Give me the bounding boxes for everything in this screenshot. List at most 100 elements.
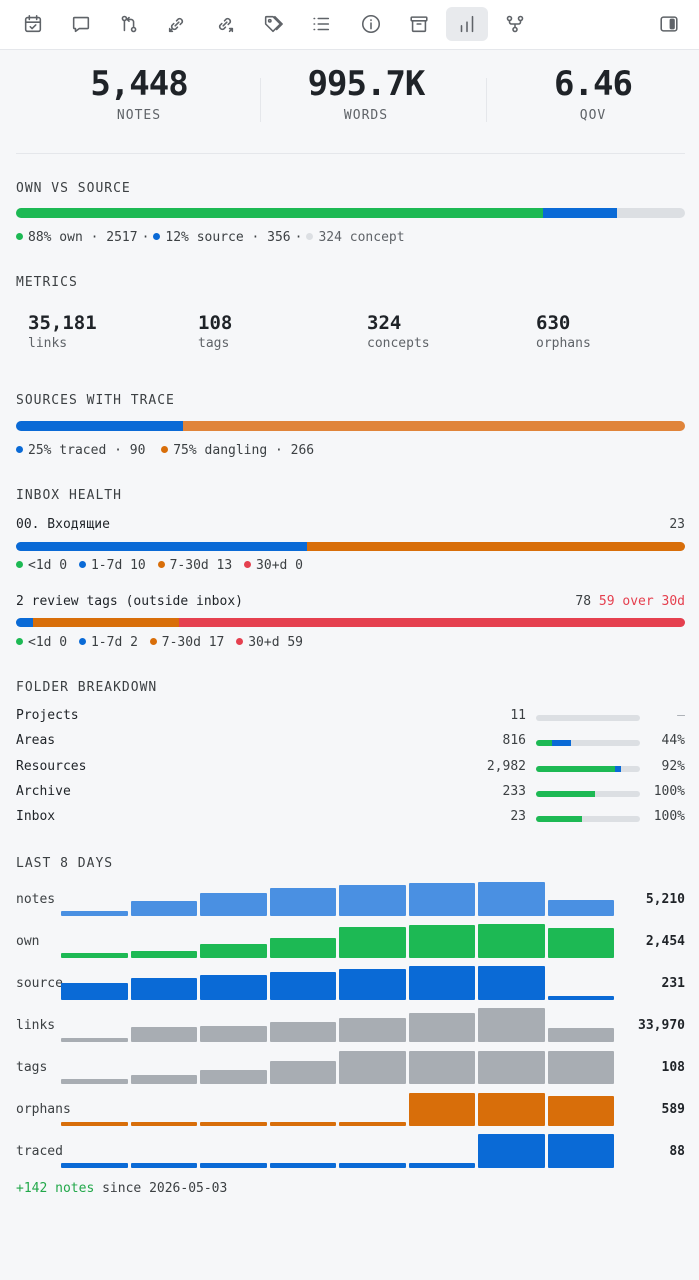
archive-button[interactable] — [398, 7, 440, 41]
activity-bar — [339, 1051, 406, 1084]
outline-button[interactable] — [300, 7, 342, 41]
activity-bar — [547, 1028, 614, 1042]
1-7d-segment — [16, 542, 307, 551]
legend-dangling: 75% dangling · 266 — [173, 443, 315, 458]
folder-row[interactable]: Inbox 23 100% — [16, 809, 685, 829]
folder-count: 23 — [510, 809, 526, 824]
graph-button[interactable] — [494, 7, 536, 41]
folder-count: 2,982 — [486, 759, 526, 774]
own-segment — [16, 208, 543, 218]
activity-bar — [547, 1051, 614, 1084]
activity-bar — [61, 911, 128, 916]
activity-bar — [478, 1051, 545, 1084]
folder-count: 11 — [510, 708, 526, 723]
age-dot-30plus — [244, 561, 252, 568]
tag-icon — [264, 15, 283, 33]
activity-bar — [269, 1163, 336, 1168]
activity-bar — [269, 971, 336, 1000]
legend-separator: · — [294, 230, 303, 245]
activity-bar — [200, 944, 267, 958]
legend-1-7d: 1-7d 2 — [90, 635, 138, 650]
folder-row[interactable]: Archive 233 100% — [16, 784, 685, 804]
concept-dot — [306, 233, 314, 240]
activity-row-total: 88 — [669, 1144, 685, 1159]
source-dot — [153, 233, 161, 240]
legend-7-30d: 7-30d 17 — [161, 635, 225, 650]
backlinks-button[interactable] — [156, 7, 198, 41]
legend-traced: 25% traced · 90 — [28, 443, 146, 458]
review-over-30d: 59 over 30d — [598, 594, 685, 609]
source-fill — [551, 740, 572, 746]
traced-segment — [16, 421, 184, 431]
activity-bar — [61, 1163, 128, 1168]
stats-button[interactable] — [446, 7, 488, 41]
folder-row[interactable]: Resources 2,982 92% — [16, 759, 685, 779]
activity-row-total: 2,454 — [645, 934, 685, 949]
stat-notes: 5,448 NOTES — [39, 64, 239, 123]
legend-1-7d: 1-7d 10 — [90, 558, 146, 573]
activity-bar — [200, 1163, 267, 1168]
activity-bar — [200, 892, 267, 916]
notes-delta: +142 notes — [16, 1181, 95, 1196]
activity-bar — [478, 924, 545, 958]
sources-trace-legend: 25% traced · 90 75% dangling · 266 — [16, 443, 314, 458]
activity-bar — [200, 974, 267, 1000]
activity-bar — [408, 883, 475, 916]
folder-name: Resources — [16, 759, 87, 774]
comment-icon — [72, 16, 90, 33]
metric-orphans: 630 orphans — [536, 312, 591, 351]
activity-bar — [339, 1121, 406, 1126]
activity-bar — [478, 966, 545, 1000]
legend-lt1d: <1d 0 — [28, 635, 68, 650]
stat-value: 995.7K — [307, 64, 426, 104]
outlinks-button[interactable] — [204, 7, 246, 41]
metric-tags: 108 tags — [198, 312, 232, 351]
section-title-inbox-health: INBOX HEALTH — [16, 488, 122, 503]
activity-bar — [61, 952, 128, 958]
activity-bar — [130, 951, 197, 958]
activity-bar — [478, 1008, 545, 1042]
legend-separator: · — [141, 230, 150, 245]
activity-row-total: 108 — [661, 1060, 685, 1075]
activity-bar — [200, 1121, 267, 1126]
tags-button[interactable] — [252, 7, 294, 41]
review-tags-name: 2 review tags (outside inbox) — [16, 594, 243, 609]
activity-bar — [61, 1037, 128, 1042]
sidebar-toggle-button[interactable] — [648, 7, 690, 41]
activity-row-label: orphans — [16, 1102, 71, 1117]
activity-bar — [547, 1134, 614, 1168]
folder-name: Areas — [16, 733, 56, 748]
activity-bar — [339, 1163, 406, 1168]
folder-pct: 44% — [661, 733, 685, 748]
own-dot — [16, 233, 23, 240]
folder-row[interactable]: Areas 816 44% — [16, 733, 685, 753]
activity-bar — [269, 1121, 336, 1126]
comments-button[interactable] — [60, 7, 102, 41]
folder-ratio-bar — [536, 715, 640, 721]
folder-pct: 100% — [653, 784, 685, 799]
stat-value: 5,448 — [90, 64, 188, 104]
own-fill — [536, 766, 616, 772]
calendar-button[interactable] — [12, 7, 54, 41]
folder-row[interactable]: Projects 11 — — [16, 708, 685, 728]
link-out-icon — [218, 17, 234, 33]
folder-ratio-bar — [536, 740, 640, 746]
summary-stats: 5,448 NOTES 995.7K WORDS 6.46 QOV — [16, 50, 685, 154]
7-30d-segment — [306, 542, 685, 551]
activity-bar — [408, 1013, 475, 1042]
bar-chart-icon — [460, 15, 474, 33]
calendar-icon — [24, 14, 42, 33]
activity-bar — [408, 966, 475, 1000]
folder-ratio-bar — [536, 816, 640, 822]
own-fill — [536, 740, 552, 746]
metric-concepts: 324 concepts — [367, 312, 430, 351]
section-title-folder-breakdown: FOLDER BREAKDOWN — [16, 680, 158, 695]
info-button[interactable] — [350, 7, 392, 41]
metric-value: 108 — [198, 312, 233, 334]
legend-30plus: 30+d 59 — [248, 635, 304, 650]
activity-bar — [200, 1026, 267, 1042]
section-title-last-days: LAST 8 DAYS — [16, 856, 114, 871]
compare-button[interactable] — [108, 7, 150, 41]
activity-bar — [408, 925, 475, 958]
legend-7-30d: 7-30d 13 — [169, 558, 233, 573]
